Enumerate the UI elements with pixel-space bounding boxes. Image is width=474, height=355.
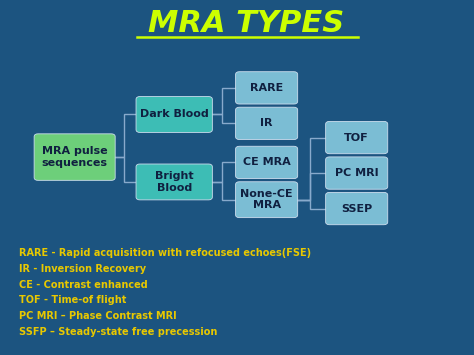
- Text: MRA pulse
sequences: MRA pulse sequences: [42, 146, 108, 168]
- FancyBboxPatch shape: [326, 121, 388, 154]
- FancyBboxPatch shape: [236, 72, 298, 104]
- Text: IR: IR: [260, 118, 273, 129]
- Text: IR - Inversion Recovery: IR - Inversion Recovery: [19, 264, 146, 274]
- Text: CE MRA: CE MRA: [243, 157, 291, 168]
- FancyBboxPatch shape: [236, 146, 298, 179]
- Text: TOF - Time-of flight: TOF - Time-of flight: [19, 295, 127, 305]
- Text: TOF: TOF: [345, 132, 369, 143]
- Text: SSEP: SSEP: [341, 203, 372, 214]
- FancyBboxPatch shape: [326, 157, 388, 189]
- FancyBboxPatch shape: [136, 164, 212, 200]
- FancyBboxPatch shape: [236, 182, 298, 218]
- Text: Dark Blood: Dark Blood: [140, 109, 209, 120]
- Text: RARE: RARE: [250, 83, 283, 93]
- FancyBboxPatch shape: [326, 192, 388, 225]
- Text: Bright
Blood: Bright Blood: [155, 171, 193, 193]
- Text: PC MRI – Phase Contrast MRI: PC MRI – Phase Contrast MRI: [19, 311, 177, 321]
- Text: CE - Contrast enhanced: CE - Contrast enhanced: [19, 280, 148, 290]
- Text: SSFP – Steady-state free precession: SSFP – Steady-state free precession: [19, 327, 218, 337]
- FancyBboxPatch shape: [136, 97, 212, 132]
- FancyBboxPatch shape: [34, 134, 115, 180]
- Text: RARE - Rapid acquisition with refocused echoes(FSE): RARE - Rapid acquisition with refocused …: [19, 248, 311, 258]
- FancyBboxPatch shape: [236, 107, 298, 140]
- Text: MRA TYPES: MRA TYPES: [148, 9, 345, 38]
- Text: PC MRI: PC MRI: [335, 168, 379, 178]
- Text: None-CE
MRA: None-CE MRA: [240, 189, 293, 211]
